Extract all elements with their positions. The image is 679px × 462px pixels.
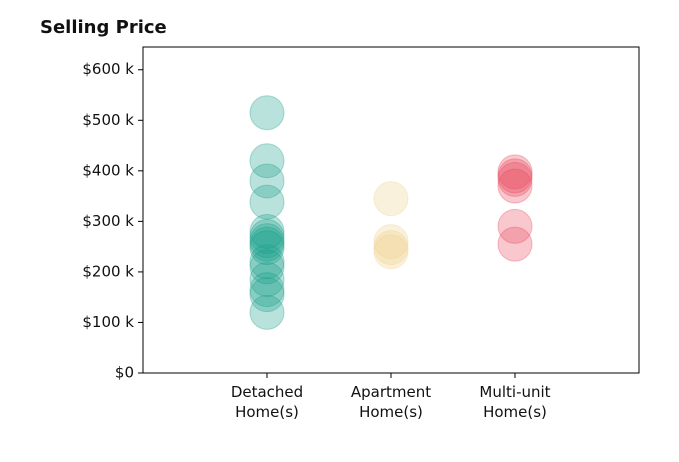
y-tick-label: $300 k [82,212,134,230]
x-tick-label: Multi-unit Home(s) [479,383,550,421]
point [497,208,533,244]
point [249,213,285,249]
point [249,163,285,199]
point [249,143,285,179]
point [373,234,409,270]
point [497,168,533,204]
y-tick-label: $0 [115,364,134,382]
point [249,230,285,266]
x-tick-label: Detached Home(s) [231,383,303,421]
point [497,158,533,194]
point [373,230,409,266]
point [497,161,533,197]
y-tick-label: $600 k [82,60,134,78]
y-tick-label: $500 k [82,111,134,129]
x-tick-label: Apartment Home(s) [351,383,431,421]
y-tick-label: $200 k [82,262,134,280]
point [249,272,285,308]
y-tick-label: $400 k [82,161,134,179]
point [497,154,533,190]
point [249,184,285,220]
point [497,226,533,262]
point [373,224,409,260]
y-tick-label: $100 k [82,313,134,331]
point [249,244,285,280]
point [249,219,285,255]
point [249,223,285,259]
point [249,261,285,297]
point [249,95,285,131]
point [249,249,285,285]
point [373,181,409,217]
point [249,294,285,330]
chart-title: Selling Price [40,17,167,38]
point [249,226,285,262]
point [249,277,285,313]
